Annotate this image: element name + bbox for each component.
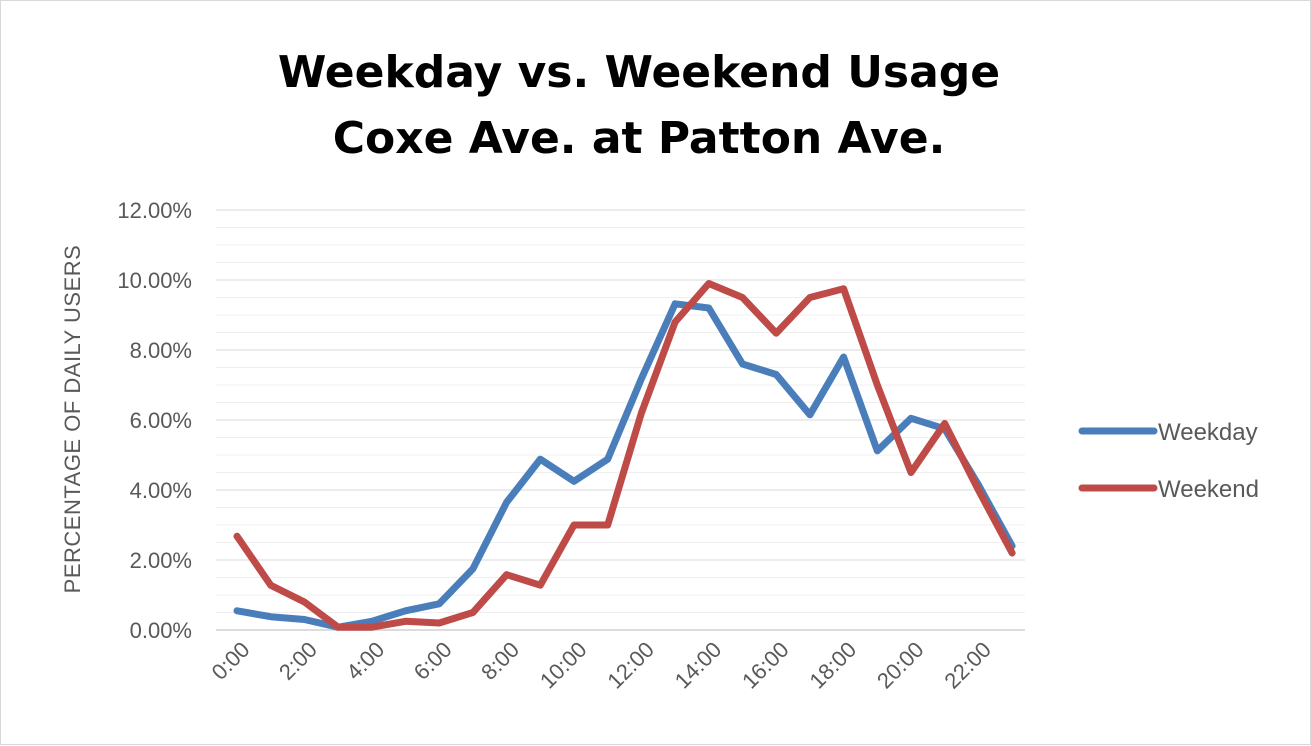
- y-tick-label: 0.00%: [130, 618, 192, 643]
- x-tick-label: 18:00: [805, 637, 862, 694]
- y-tick-label: 10.00%: [117, 268, 192, 293]
- x-tick-label: 0:00: [207, 637, 255, 685]
- y-tick-label: 12.00%: [117, 198, 192, 223]
- y-tick-label: 6.00%: [130, 408, 192, 433]
- x-tick-label: 8:00: [476, 637, 524, 685]
- data-series: [233, 280, 1016, 631]
- x-tick-label: 4:00: [341, 637, 389, 685]
- x-tick-label: 16:00: [737, 637, 794, 694]
- legend-label-weekday: Weekday: [1158, 419, 1258, 446]
- x-tick-label: 2:00: [274, 637, 322, 685]
- series-line-weekday: [233, 300, 1016, 631]
- chart-title: Weekday vs. Weekend Usage Coxe Ave. at P…: [278, 47, 1000, 164]
- legend-label-weekend: Weekend: [1158, 476, 1259, 503]
- x-tick-label: 6:00: [409, 637, 457, 685]
- y-axis-title: PERCENTAGE OF DAILY USERS: [60, 245, 85, 594]
- chart-title-line-2: Coxe Ave. at Patton Ave.: [333, 113, 946, 164]
- x-tick-label: 12:00: [602, 637, 659, 694]
- chart-title-line-1: Weekday vs. Weekend Usage: [278, 47, 1000, 98]
- x-axis-tick-labels: 0:00 2:00 4:00 6:00 8:00 10:00 12:00 14:00 16:00…: [207, 637, 996, 694]
- x-tick-label: 22:00: [939, 637, 996, 694]
- legend: Weekday Weekend: [1078, 419, 1259, 503]
- y-tick-label: 4.00%: [130, 478, 192, 503]
- y-axis-tick-labels: 0.00% 2.00% 4.00% 6.00% 8.00% 10.00% 12.00%: [117, 198, 192, 643]
- y-tick-label: 8.00%: [130, 338, 192, 363]
- x-tick-label: 14:00: [670, 637, 727, 694]
- x-tick-label: 20:00: [872, 637, 929, 694]
- x-tick-label: 10:00: [535, 637, 592, 694]
- series-line-weekend: [233, 280, 1016, 631]
- y-tick-label: 2.00%: [130, 548, 192, 573]
